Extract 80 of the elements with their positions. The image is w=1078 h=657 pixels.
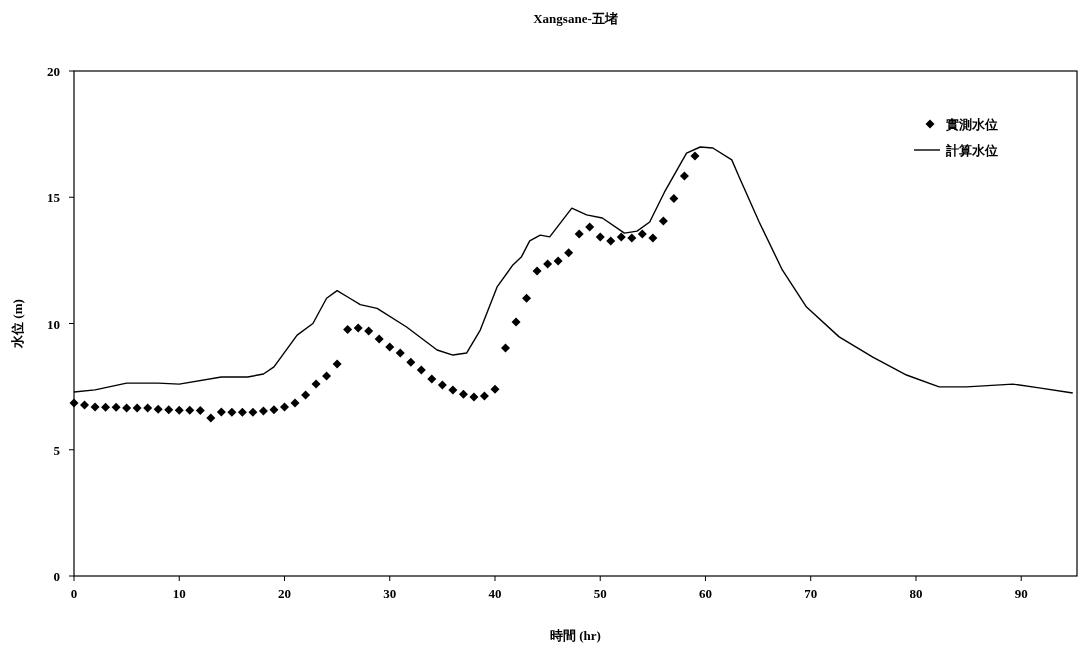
point (416, 365, 426, 375)
legend-label: 實測水位 (946, 117, 998, 132)
point (479, 391, 489, 401)
point (690, 151, 700, 161)
point (522, 293, 532, 303)
point (111, 402, 121, 412)
point (606, 236, 616, 246)
point (311, 379, 321, 389)
point (153, 404, 163, 414)
x-tick-label: 0 (70, 586, 78, 601)
point (469, 392, 479, 402)
point (543, 259, 553, 269)
point (248, 407, 258, 417)
point (195, 406, 205, 416)
point (206, 413, 216, 423)
point (301, 390, 311, 400)
x-tick-label: 20 (277, 586, 291, 601)
point (132, 403, 142, 413)
x-tick-label: 60 (698, 586, 712, 601)
point (374, 334, 384, 344)
point (164, 405, 174, 415)
point (279, 402, 289, 412)
x-tick-label: 90 (1014, 586, 1028, 601)
x-tick-label: 40 (488, 586, 502, 601)
point (490, 384, 500, 394)
point (122, 403, 132, 413)
point (290, 398, 300, 408)
point (501, 343, 511, 353)
point (343, 325, 353, 335)
point (637, 229, 647, 239)
x-tick-label: 10 (172, 586, 186, 601)
point (364, 326, 374, 336)
point (332, 359, 342, 369)
chart-title: Xangsane-五堵 (533, 11, 618, 26)
point (427, 374, 437, 384)
point (269, 405, 279, 415)
point (627, 233, 637, 243)
point (679, 171, 689, 181)
y-tick-label: 10 (47, 316, 60, 332)
point (69, 398, 79, 408)
point (143, 403, 153, 413)
point (448, 385, 458, 395)
point (216, 407, 226, 417)
y-axis-title: 水位 (m) (10, 299, 25, 349)
point (616, 232, 626, 242)
point (595, 232, 605, 242)
point (353, 323, 363, 333)
point (174, 405, 184, 415)
x-tick-label: 70 (804, 586, 818, 601)
point (658, 216, 668, 226)
point (511, 317, 521, 327)
x-axis-title: 時間 (hr) (550, 628, 601, 643)
point (227, 407, 237, 417)
point (385, 342, 395, 352)
point (80, 400, 90, 410)
point (406, 357, 416, 367)
x-tick-label: 80 (909, 586, 923, 601)
point (574, 229, 584, 239)
x-tick-label: 50 (593, 586, 607, 601)
point (648, 233, 658, 243)
point (564, 248, 574, 258)
point (322, 371, 332, 381)
y-tick-label: 0 (53, 569, 60, 584)
point (585, 222, 595, 232)
point (90, 402, 100, 412)
x-tick-label: 30 (383, 586, 397, 601)
y-tick-label: 5 (53, 442, 61, 458)
point (185, 405, 195, 415)
y-tick-label: 15 (47, 190, 61, 206)
point (237, 407, 247, 417)
legend-label: 計算水位 (945, 143, 998, 158)
point (395, 348, 405, 358)
point (458, 389, 468, 399)
point (532, 266, 542, 276)
point (669, 194, 679, 204)
point (553, 256, 563, 266)
point (437, 380, 447, 390)
y-tick-label: 20 (47, 64, 60, 79)
point (101, 402, 111, 412)
point (258, 406, 268, 416)
